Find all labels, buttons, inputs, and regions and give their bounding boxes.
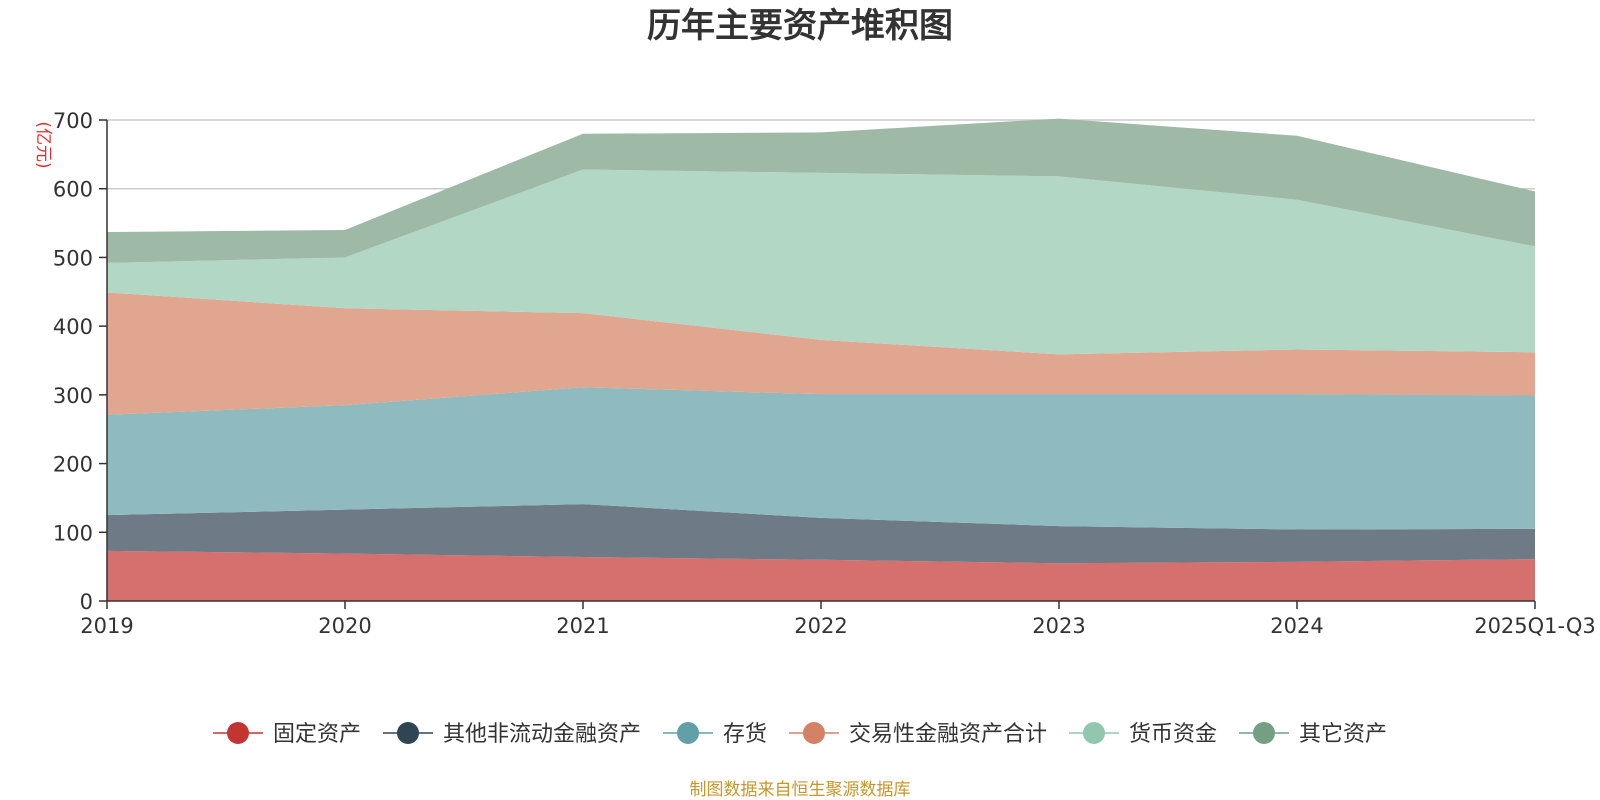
legend-marker — [1083, 722, 1105, 744]
legend-label: 固定资产 — [273, 722, 361, 747]
area-4 — [107, 292, 1535, 415]
area-6 — [107, 118, 1535, 263]
y-tick-label: 600 — [53, 178, 93, 202]
axes: 0 100 200 300 400 500 600 700 2019 2020 2021 2022 20… — [53, 109, 1596, 638]
legend-label: 存货 — [723, 722, 767, 747]
legend-item[interactable]: 固定资产 — [213, 722, 361, 747]
y-tick-label: 500 — [53, 246, 93, 270]
legend: 固定资产 其他非流动金融资产 存货 交易性金融资产合计 货币资金 其它资产 — [213, 722, 1387, 747]
legend-marker — [677, 722, 699, 744]
legend-label: 货币资金 — [1129, 722, 1217, 747]
x-tick-label: 2019 — [80, 614, 133, 638]
area-series — [107, 118, 1535, 601]
legend-item[interactable]: 其它资产 — [1239, 722, 1387, 747]
y-tick-label: 200 — [53, 453, 93, 477]
legend-item[interactable]: 货币资金 — [1069, 722, 1217, 747]
y-tick-label: 300 — [53, 384, 93, 408]
legend-label: 其他非流动金融资产 — [443, 722, 641, 747]
x-tick-label: 2022 — [794, 614, 847, 638]
legend-item[interactable]: 其他非流动金融资产 — [383, 722, 641, 747]
y-tick-label: 400 — [53, 315, 93, 339]
x-tick-label: 2025Q1-Q3 — [1474, 614, 1596, 638]
y-tick-label: 700 — [53, 109, 93, 133]
y-axis-unit-label: (亿元) — [33, 121, 53, 168]
x-tick-label: 2023 — [1032, 614, 1085, 638]
x-tick-label: 2021 — [556, 614, 609, 638]
legend-marker — [227, 722, 249, 744]
area-2 — [107, 504, 1535, 564]
area-1 — [107, 550, 1535, 601]
area-5 — [107, 169, 1535, 355]
legend-item[interactable]: 存货 — [663, 722, 767, 747]
legend-marker — [1253, 722, 1275, 744]
area-3 — [107, 387, 1535, 530]
x-tick-label: 2020 — [318, 614, 371, 638]
y-tick-label: 0 — [80, 590, 93, 614]
chart-title: 历年主要资产堆积图 — [647, 6, 953, 46]
legend-marker — [803, 722, 825, 744]
source-note: 制图数据来自恒生聚源数据库 — [690, 780, 911, 800]
legend-label: 交易性金融资产合计 — [849, 722, 1047, 747]
y-tick-label: 100 — [53, 521, 93, 545]
x-tick-label: 2024 — [1270, 614, 1323, 638]
legend-marker — [397, 722, 419, 744]
legend-label: 其它资产 — [1299, 722, 1387, 747]
legend-item[interactable]: 交易性金融资产合计 — [789, 722, 1047, 747]
